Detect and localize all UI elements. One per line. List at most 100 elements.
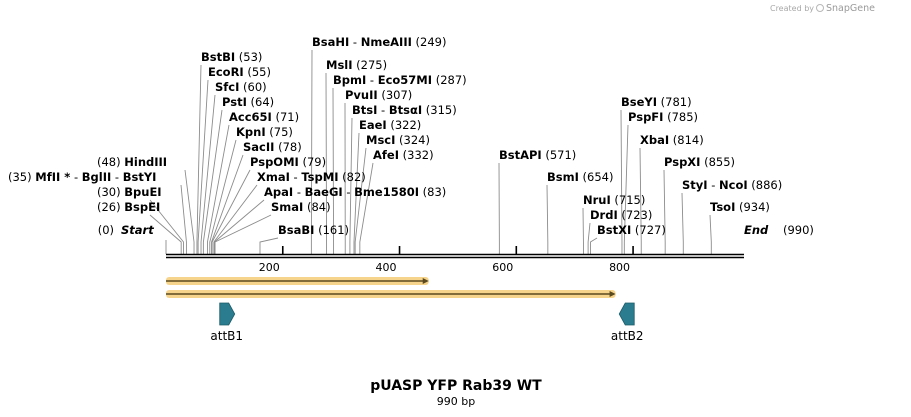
site-psti-label[interactable]: PstI (64) xyxy=(222,95,274,109)
enzyme-name: BsmI xyxy=(547,170,579,184)
site-pspxi-connector xyxy=(663,169,666,254)
enzyme-name: TspMI xyxy=(301,170,338,184)
site-bsmi-connector xyxy=(546,184,549,254)
feature-attB2-arrow-icon[interactable] xyxy=(618,302,635,326)
track-arrow-icon xyxy=(609,291,616,297)
site-sacii-connector xyxy=(211,154,244,254)
enzyme-name: ApaI xyxy=(264,185,293,199)
start-label: Start xyxy=(121,223,154,237)
site-position: (83) xyxy=(419,185,446,199)
site-bpuei-label[interactable]: (30) BpuEI xyxy=(97,185,162,199)
site-position: (785) xyxy=(663,110,698,124)
site-bseyi-label[interactable]: BseYI (781) xyxy=(621,95,692,109)
site-position: (75) xyxy=(266,125,293,139)
site-bpmi-eco57mi-label[interactable]: BpmI - Eco57MI (287) xyxy=(333,73,467,87)
enzyme-name: PspOMI xyxy=(250,155,299,169)
site-bstxi-label[interactable]: BstXI (727) xyxy=(597,223,666,237)
enzyme-name: BglII xyxy=(82,170,112,184)
enzyme-name: BaeGI xyxy=(305,185,343,199)
site-nrui-label[interactable]: NruI (715) xyxy=(583,193,645,207)
enzyme-name: SfcI xyxy=(215,80,239,94)
site-sfci-connector xyxy=(200,94,216,254)
site-styi-ncoi-label[interactable]: StyI - NcoI (886) xyxy=(682,178,782,192)
site-kpni-label[interactable]: KpnI (75) xyxy=(236,125,293,139)
site-bsahi-nmeaiii-label[interactable]: BsaHI - NmeAIII (249) xyxy=(312,35,447,49)
site-ecori-connector xyxy=(197,79,209,254)
site-apai-baegi-bme1580i-label[interactable]: ApaI - BaeGI - Bme1580I (83) xyxy=(264,185,446,199)
site-position: (30) xyxy=(97,185,124,199)
feature-attB1-label: attB1 xyxy=(210,329,243,343)
site-kpni-connector xyxy=(209,139,237,254)
site-position: (934) xyxy=(735,200,770,214)
enzyme-name: MscI xyxy=(366,133,395,147)
site-msli-label[interactable]: MslI (275) xyxy=(326,58,387,72)
ruler-tick-label: 600 xyxy=(492,261,513,274)
site-pvuii-label[interactable]: PvuII (307) xyxy=(345,88,412,102)
site-drdi-label[interactable]: DrdI (723) xyxy=(590,208,652,222)
site-position: (571) xyxy=(542,148,577,162)
site-position: (26) xyxy=(97,200,124,214)
enzyme-name: BstAPI xyxy=(499,148,542,162)
site-separator: - xyxy=(377,103,388,117)
site-position: (35) xyxy=(8,170,35,184)
site-afei-label[interactable]: AfeI (332) xyxy=(373,148,434,162)
site-tsoi-label[interactable]: TsoI (934) xyxy=(710,200,770,214)
site-bpmi-eco57mi-connector xyxy=(332,87,335,254)
site-position: (287) xyxy=(432,73,467,87)
site-pspxi-label[interactable]: PspXI (855) xyxy=(664,155,735,169)
plasmid-length: 990 bp xyxy=(437,395,475,408)
enzyme-name: AfeI xyxy=(373,148,399,162)
site-sfci-label[interactable]: SfcI (60) xyxy=(215,80,267,94)
site-position: (886) xyxy=(748,178,783,192)
enzyme-name: HindIII xyxy=(124,155,167,169)
site-bsabi-label[interactable]: BsaBI (161) xyxy=(278,223,349,237)
site-position: (855) xyxy=(700,155,735,169)
ruler-tick-label: 200 xyxy=(259,261,280,274)
enzyme-name: PvuII xyxy=(345,88,378,102)
site-xbai-connector xyxy=(639,147,642,254)
snapgene-logo-icon xyxy=(816,4,824,12)
site-pspfi-label[interactable]: PspFI (785) xyxy=(628,110,698,124)
feature-attB1-arrow-icon[interactable] xyxy=(219,302,236,326)
site-position: (55) xyxy=(244,65,271,79)
enzyme-name: BpuEI xyxy=(124,185,161,199)
site-position: (814) xyxy=(669,133,704,147)
site-bspei-label[interactable]: (26) BspEI xyxy=(97,200,160,214)
site-afei-connector xyxy=(359,162,374,254)
site-bstbi-connector xyxy=(196,64,202,254)
site-ecori-label[interactable]: EcoRI (55) xyxy=(208,65,271,79)
enzyme-name: TsoI xyxy=(710,200,735,214)
enzyme-name: XbaI xyxy=(640,133,669,147)
site-separator: - xyxy=(708,178,719,192)
site-bstapi-label[interactable]: BstAPI (571) xyxy=(499,148,576,162)
site-bsmi-label[interactable]: BsmI (654) xyxy=(547,170,613,184)
site-eaei-label[interactable]: EaeI (322) xyxy=(359,118,421,132)
site-msci-connector xyxy=(354,147,367,254)
site-position: (723) xyxy=(618,208,653,222)
enzyme-name: KpnI xyxy=(236,125,266,139)
site-bspei-connector xyxy=(149,214,182,254)
site-sacii-label[interactable]: SacII (78) xyxy=(243,140,302,154)
site-acc65i-label[interactable]: Acc65I (71) xyxy=(229,110,299,124)
plasmid-name: pUASP YFP Rab39 WT xyxy=(370,378,542,394)
enzyme-name: Eco57MI xyxy=(378,73,432,87)
enzyme-name: BpmI xyxy=(333,73,366,87)
site-btsi-bts-i-label[interactable]: BtsI - BtsαI (315) xyxy=(352,103,457,117)
site-separator: - xyxy=(349,35,360,49)
site-msci-label[interactable]: MscI (324) xyxy=(366,133,430,147)
site-separator: - xyxy=(366,73,377,87)
site-xmai-tspmi-label[interactable]: XmaI - TspMI (82) xyxy=(257,170,366,184)
site-btsi-bts-i-connector xyxy=(349,117,353,254)
site-pspomi-label[interactable]: PspOMI (79) xyxy=(250,155,326,169)
enzyme-name: BsaBI xyxy=(278,223,314,237)
enzyme-name: SacII xyxy=(243,140,274,154)
site-position: (715) xyxy=(611,193,646,207)
site-smai-label[interactable]: SmaI (84) xyxy=(271,200,331,214)
enzyme-name: BsaHI xyxy=(312,35,349,49)
site-xbai-label[interactable]: XbaI (814) xyxy=(640,133,704,147)
site-bstbi-label[interactable]: BstBI (53) xyxy=(201,50,262,64)
site-hindiii-label[interactable]: (48) HindIII xyxy=(97,155,167,169)
site-mfii-bglii-bstyi-label[interactable]: (35) MfII * - BglII - BstYI xyxy=(8,170,156,184)
site-mfii-bglii-bstyi-connector xyxy=(180,184,187,254)
site-bsabi-connector xyxy=(259,237,279,254)
